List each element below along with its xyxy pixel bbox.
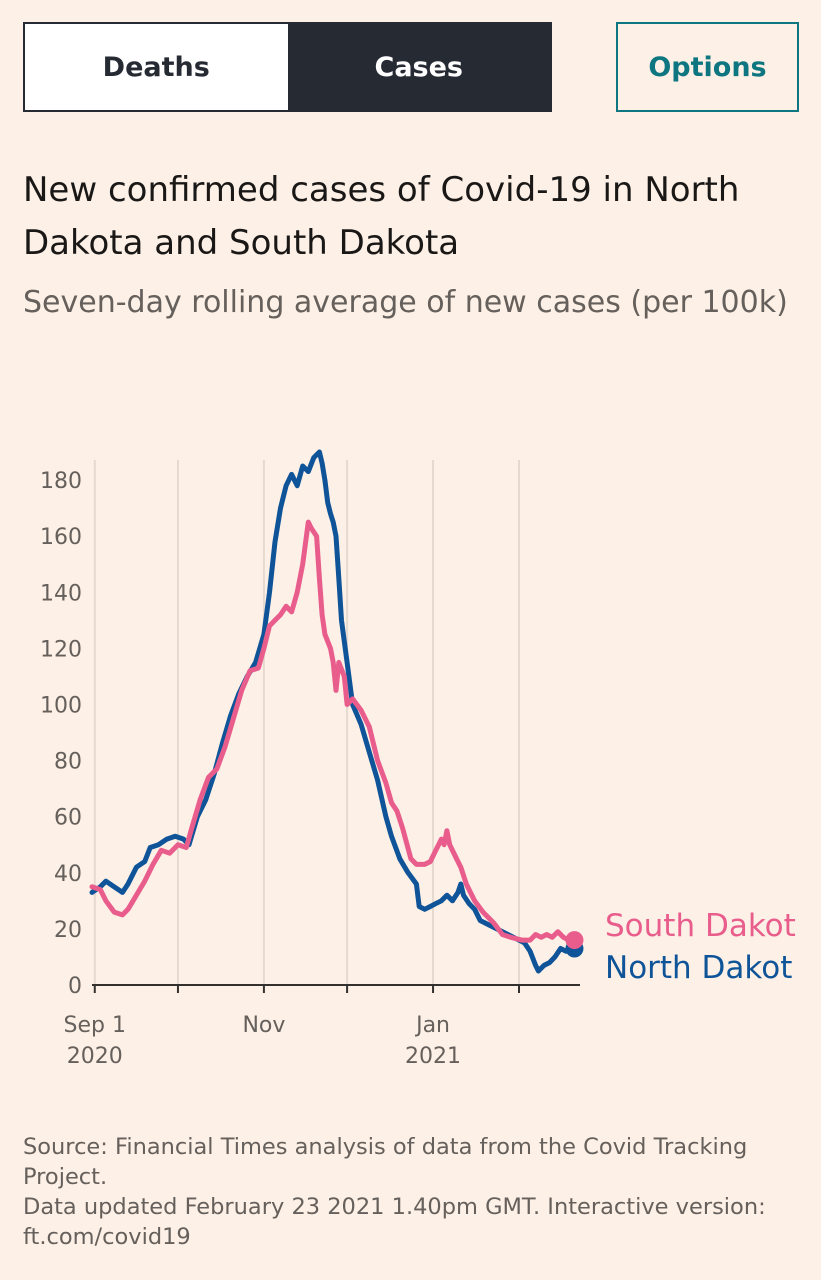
y-axis-ticks: 0 20 40 60 80 100 120 140 160 180 bbox=[40, 469, 82, 999]
y-tick-label: 40 bbox=[54, 862, 82, 887]
y-tick-label: 20 bbox=[54, 918, 82, 943]
chart-subtitle: Seven-day rolling average of new cases (… bbox=[23, 285, 788, 320]
series-label-north-dakota: North Dakot bbox=[605, 950, 792, 986]
series-line-south-dakota bbox=[89, 519, 577, 943]
x-tick-year-label: 2020 bbox=[67, 1044, 123, 1069]
y-tick-label: 100 bbox=[40, 693, 82, 718]
cases-tab[interactable]: Cases bbox=[287, 24, 550, 110]
series-endpoint-south-dakota bbox=[565, 931, 584, 950]
x-tick-label: Sep 1 bbox=[64, 1013, 126, 1038]
source-note: Source: Financial Times analysis of data… bbox=[23, 1132, 783, 1252]
line-chart: 0 20 40 60 80 100 120 140 160 180 Sep 1 2020 Nov Jan… bbox=[40, 449, 796, 1069]
x-axis-ticks: Sep 1 2020 Nov Jan 2021 bbox=[64, 985, 520, 1069]
chart-title: New confirmed cases of Covid-19 in North… bbox=[23, 170, 740, 263]
source-line: Source: Financial Times analysis of data… bbox=[23, 1134, 748, 1190]
y-tick-label: 0 bbox=[68, 974, 82, 999]
y-tick-label: 140 bbox=[40, 581, 82, 606]
gridlines bbox=[92, 460, 580, 986]
x-tick-label: Jan bbox=[414, 1013, 450, 1038]
updated-line: Data updated February 23 2021 1.40pm GMT… bbox=[23, 1194, 766, 1250]
series-line-north-dakota bbox=[89, 449, 577, 974]
y-tick-label: 180 bbox=[40, 469, 82, 494]
series-lines bbox=[89, 449, 584, 974]
y-tick-label: 160 bbox=[40, 525, 82, 550]
options-button[interactable]: Options bbox=[616, 22, 799, 112]
deaths-tab[interactable]: Deaths bbox=[25, 24, 288, 110]
x-tick-label: Nov bbox=[242, 1013, 285, 1038]
series-label-south-dakota: South Dakot bbox=[605, 908, 796, 944]
metric-toggle: Deaths Cases bbox=[23, 22, 552, 112]
y-tick-label: 120 bbox=[40, 637, 82, 662]
x-tick-year-label: 2021 bbox=[405, 1044, 461, 1069]
series-labels: North Dakot South Dakot bbox=[605, 908, 796, 986]
y-tick-label: 60 bbox=[54, 806, 82, 831]
y-tick-label: 80 bbox=[54, 750, 82, 775]
